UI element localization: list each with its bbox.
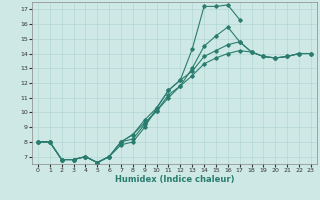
- X-axis label: Humidex (Indice chaleur): Humidex (Indice chaleur): [115, 175, 234, 184]
